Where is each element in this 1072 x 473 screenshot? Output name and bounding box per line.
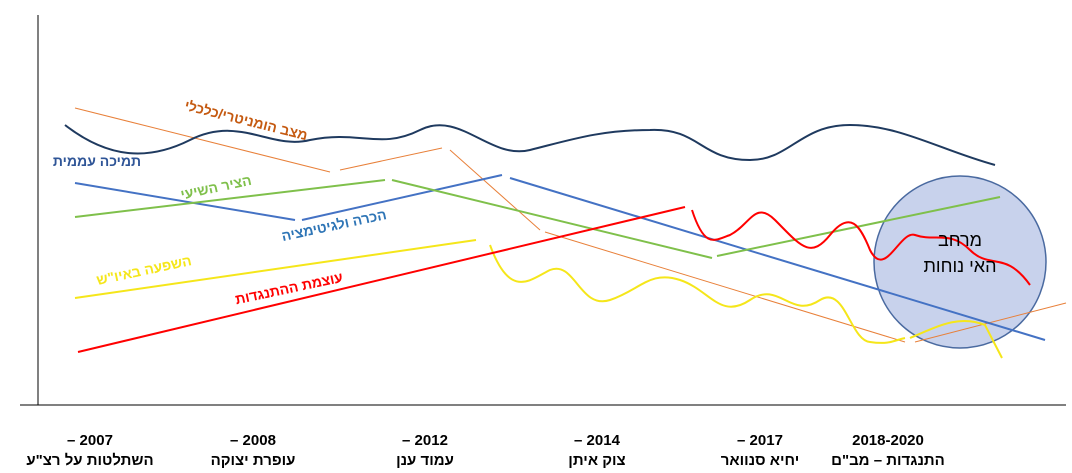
timeline-event: צוק איתן xyxy=(568,452,625,469)
zone-label: מרחב xyxy=(938,230,982,250)
humanitarian-line xyxy=(74,107,1067,343)
resistance-line xyxy=(77,206,1031,353)
timeline-year: – 2012 xyxy=(402,432,448,449)
shia-line xyxy=(74,179,1001,259)
timeline-year: – 2014 xyxy=(574,432,621,449)
discomfort-circle xyxy=(873,175,1047,349)
timeline-year: 2018-2020 xyxy=(852,432,924,449)
timeline-event: השתלטות על רצ"ע xyxy=(26,452,153,469)
zone-label: האי נוחות xyxy=(923,256,996,276)
humanitarian-label: מצב הומניטרי/כלכלי xyxy=(183,97,309,143)
timeline-year: – 2007 xyxy=(67,432,113,449)
timeline-event: יחיא סנוואר xyxy=(721,452,800,469)
timeline-year: – 2008 xyxy=(230,432,276,449)
wavy-line xyxy=(64,123,996,166)
westbank-line xyxy=(74,239,1003,359)
timeline-year: – 2017 xyxy=(737,432,783,449)
timeline-event: עמוד ענן xyxy=(396,452,454,469)
timeline-event: עופרת יצוקה xyxy=(211,452,296,469)
support-label: תמיכה עממית xyxy=(53,153,141,169)
support-line xyxy=(74,174,1046,341)
timeline-event: התנגדות – מב"ם xyxy=(831,452,945,469)
timeline: – 2007 השתלטות על רצ"ע – 2008 עופרת יצוקה – … xyxy=(26,432,944,469)
